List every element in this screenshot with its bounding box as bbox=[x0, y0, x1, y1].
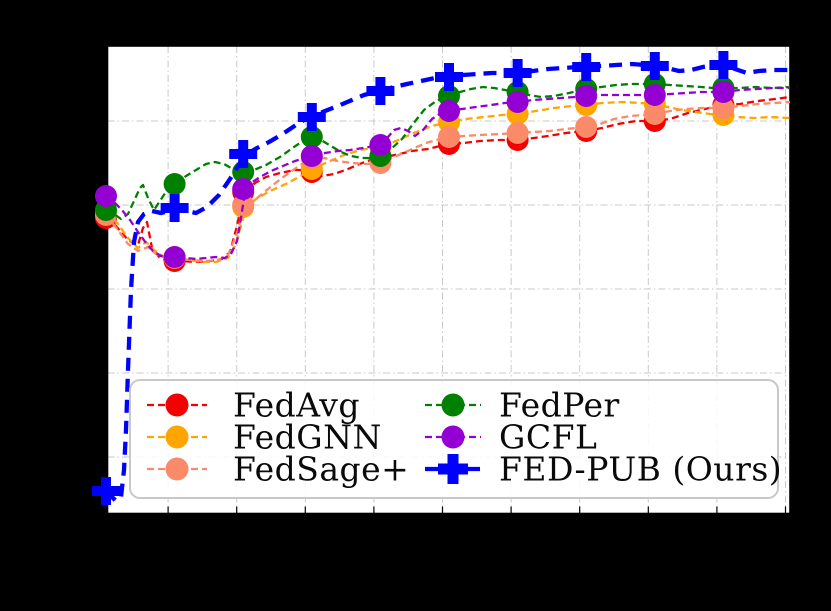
series-marker-gcfl bbox=[712, 81, 735, 103]
series-marker-fedper bbox=[300, 126, 323, 148]
legend-sample-marker bbox=[165, 425, 189, 449]
series-marker-fed-pub-ours bbox=[709, 51, 738, 79]
legend-sample-marker bbox=[441, 393, 465, 417]
legend-label: GCFL bbox=[499, 418, 597, 457]
series-marker-gcfl bbox=[163, 246, 186, 268]
legend-item-fedgnn: FedGNN bbox=[147, 418, 382, 457]
series-marker-fedsage bbox=[438, 126, 460, 148]
series-marker-gcfl bbox=[643, 84, 666, 106]
legend-item-fedavg: FedAvg bbox=[147, 386, 360, 425]
series-marker-gcfl bbox=[506, 91, 529, 113]
series-marker-gcfl bbox=[369, 134, 392, 156]
series-marker-gcfl bbox=[232, 178, 255, 200]
legend-sample-marker bbox=[165, 393, 189, 417]
series-marker-gcfl bbox=[95, 185, 117, 207]
series-line-gcfl bbox=[105, 86, 790, 261]
series-marker-gcfl bbox=[438, 100, 460, 122]
legend-sample-marker bbox=[165, 457, 189, 481]
series-marker-fed-pub-ours bbox=[572, 53, 601, 81]
series-marker-fed-pub-ours bbox=[640, 52, 669, 80]
series-marker-gcfl bbox=[575, 85, 598, 107]
legend-label: FedSage+ bbox=[233, 450, 409, 489]
legend-label: FedGNN bbox=[233, 418, 382, 457]
legend-item-fed-pub-ours: FED-PUB (Ours) bbox=[425, 450, 782, 489]
series-marker-fed-pub-ours bbox=[160, 194, 189, 222]
series-marker-fedsage bbox=[643, 103, 666, 125]
series-marker-fedper bbox=[163, 173, 186, 195]
series-marker-fedsage bbox=[712, 97, 735, 119]
legend-item-gcfl: GCFL bbox=[425, 418, 597, 457]
legend-label: FedPer bbox=[499, 386, 620, 425]
series-marker-fed-pub-ours bbox=[366, 77, 395, 105]
legend-sample-marker bbox=[438, 454, 468, 484]
series-marker-fed-pub-ours bbox=[435, 63, 463, 91]
series-marker-fed-pub-ours bbox=[229, 140, 258, 168]
series-marker-fed-pub-ours bbox=[503, 59, 532, 87]
legend-item-fedper: FedPer bbox=[425, 386, 620, 425]
series-marker-fedsage bbox=[506, 122, 529, 144]
series-fed-pub-ours bbox=[92, 51, 790, 505]
legend-item-fedsage: FedSage+ bbox=[147, 450, 409, 489]
axes-spines bbox=[106, 45, 791, 515]
series-marker-fed-pub-ours bbox=[297, 103, 326, 131]
legend-label: FedAvg bbox=[233, 386, 360, 425]
legend-sample-marker bbox=[441, 425, 465, 449]
series-marker-gcfl bbox=[300, 145, 323, 167]
series-gcfl bbox=[95, 81, 790, 268]
series-marker-fedsage bbox=[575, 116, 598, 138]
series-marker-fed-pub-ours bbox=[92, 477, 120, 505]
legend-label: FED-PUB (Ours) bbox=[499, 450, 782, 489]
